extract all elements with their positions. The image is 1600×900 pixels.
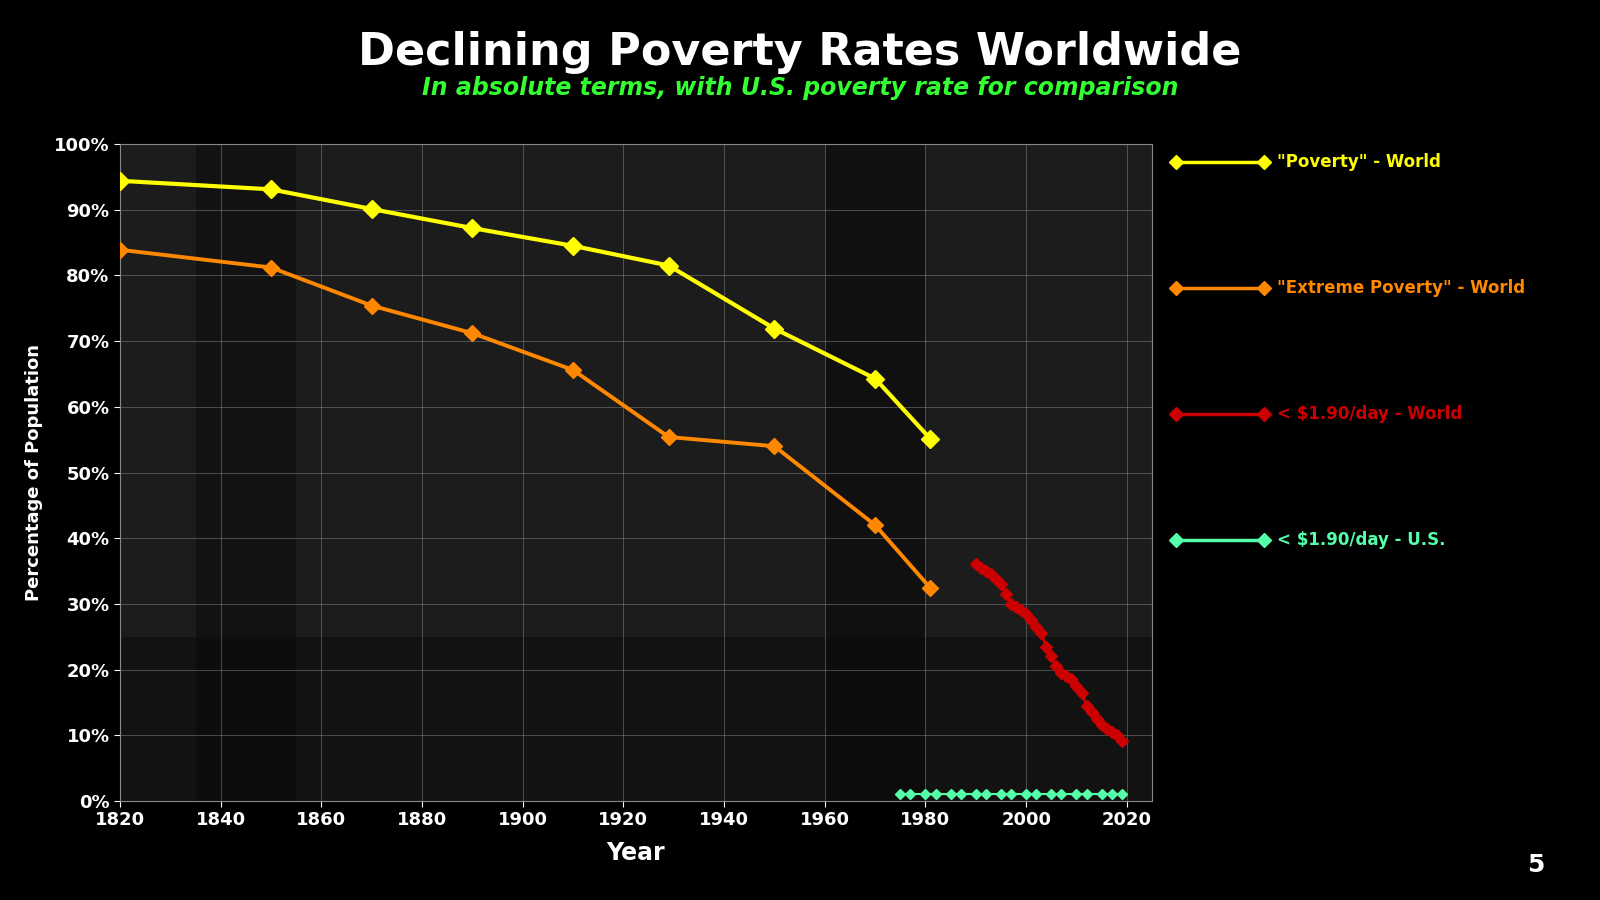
Text: Declining Poverty Rates Worldwide: Declining Poverty Rates Worldwide: [358, 32, 1242, 75]
Text: "Extreme Poverty" - World: "Extreme Poverty" - World: [1277, 279, 1525, 297]
X-axis label: Year: Year: [606, 841, 666, 865]
Text: < $1.90/day - World: < $1.90/day - World: [1277, 405, 1462, 423]
Text: "Poverty" - World: "Poverty" - World: [1277, 153, 1440, 171]
Text: < $1.90/day - U.S.: < $1.90/day - U.S.: [1277, 531, 1445, 549]
Bar: [120, 637, 1152, 801]
Bar: [195, 144, 296, 801]
Text: 5: 5: [1526, 853, 1544, 878]
Text: In absolute terms, with U.S. poverty rate for comparison: In absolute terms, with U.S. poverty rat…: [422, 76, 1178, 101]
Y-axis label: Percentage of Population: Percentage of Population: [26, 344, 43, 601]
Bar: [824, 144, 925, 801]
